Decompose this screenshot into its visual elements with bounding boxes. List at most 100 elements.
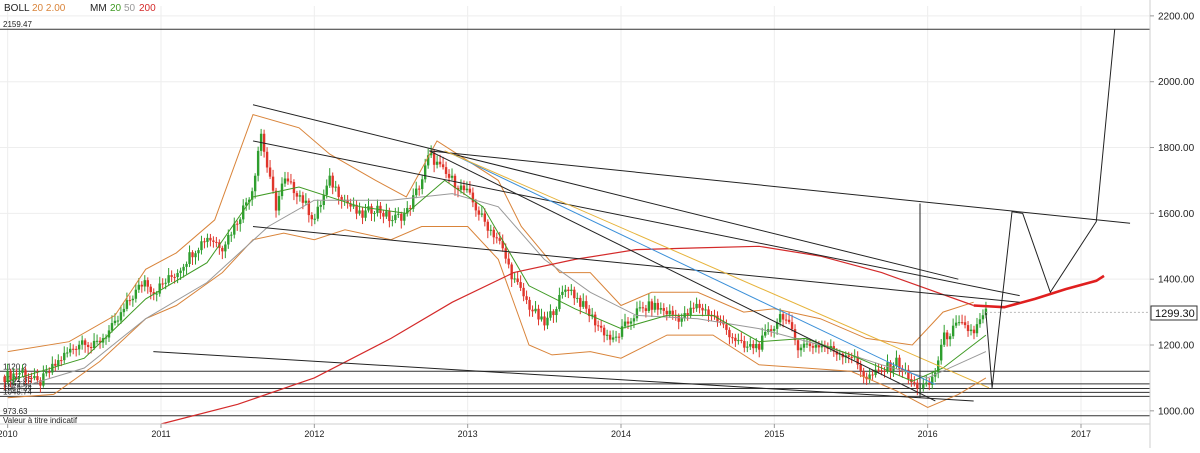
candle-down-body (662, 308, 665, 311)
candle-down-body (883, 370, 886, 372)
candle-down-body (468, 188, 472, 193)
candle-up-body (951, 325, 955, 337)
x-tick-label: 2010 (0, 429, 18, 439)
legend-ma-fast: 20 (110, 3, 122, 14)
horizontal-level-label: 1062.62 (3, 379, 32, 388)
candle-down-body (286, 178, 290, 182)
candle-up-body (304, 200, 308, 203)
candle-down-body (790, 322, 794, 330)
candle-up-body (182, 266, 185, 271)
candle-up-body (937, 360, 940, 373)
candle-down-body (361, 210, 364, 218)
candle-up-body (611, 337, 615, 340)
candle-up-body (325, 185, 328, 195)
candle-down-body (268, 167, 272, 177)
candle-down-body (608, 334, 612, 340)
candle-up-body (904, 369, 907, 372)
candle-up-body (450, 175, 454, 178)
candle-down-body (537, 308, 540, 320)
candle-down-body (30, 377, 33, 379)
candle-down-body (692, 307, 695, 309)
candle-down-body (656, 302, 660, 310)
candle-up-body (188, 252, 191, 264)
candle-up-body (680, 318, 683, 322)
candle-down-body (871, 374, 874, 376)
candle-up-body (373, 212, 376, 214)
candle-up-body (131, 298, 135, 301)
candle-up-body (459, 185, 463, 190)
candle-down-body (292, 182, 296, 194)
candle-down-body (796, 340, 800, 351)
candle-up-body (12, 373, 15, 380)
candle-up-body (778, 314, 782, 323)
candle-down-body (728, 329, 731, 338)
y-tick-label: 1800.00 (1158, 143, 1195, 154)
candle-down-body (265, 151, 269, 168)
candle-down-body (441, 164, 445, 168)
candle-down-body (808, 343, 812, 347)
candle-up-body (570, 289, 573, 292)
candle-up-body (635, 308, 639, 319)
bollinger-upper-band (7, 113, 974, 353)
candle-up-body (352, 204, 355, 207)
candle-up-body (200, 241, 203, 251)
legend-ma-label: MM (90, 3, 107, 14)
candle-down-body (331, 175, 334, 188)
candle-up-body (277, 196, 281, 211)
candle-down-body (346, 199, 349, 204)
candle-up-body (63, 352, 66, 361)
candle-up-body (143, 280, 146, 287)
candle-down-body (274, 190, 278, 211)
candle-down-body (191, 252, 194, 258)
candle-up-body (316, 206, 319, 219)
candle-down-body (492, 229, 495, 238)
candle-up-body (939, 344, 943, 361)
candle-up-body (247, 199, 251, 203)
horizontal-level-label: 1045.74 (3, 387, 32, 396)
candle-up-body (253, 175, 257, 192)
candle-up-body (805, 343, 809, 345)
candle-up-body (623, 321, 627, 327)
candle-down-body (593, 314, 597, 326)
candle-down-body (945, 332, 949, 340)
candle-up-body (555, 309, 558, 316)
candle-down-body (212, 240, 215, 242)
candle-up-body (969, 329, 973, 332)
candle-up-body (283, 178, 287, 184)
candle-down-body (89, 346, 93, 349)
candle-up-body (185, 263, 188, 267)
candle-down-body (495, 237, 498, 239)
trendline-layer (153, 29, 1150, 402)
candle-up-body (230, 234, 233, 236)
candle-up-body (561, 291, 564, 295)
candle-down-body (856, 356, 859, 365)
candle-down-body (784, 319, 788, 321)
candle-down-body (444, 167, 448, 174)
candle-up-body (564, 289, 567, 292)
candle-down-body (787, 319, 791, 323)
candle-up-body (233, 223, 236, 235)
candle-down-body (898, 357, 901, 369)
candle-up-body (298, 195, 302, 197)
candle-down-body (880, 370, 883, 372)
candle-down-body (301, 195, 305, 203)
candle-down-body (725, 324, 728, 330)
candle-up-body (975, 324, 979, 334)
candle-up-body (194, 253, 197, 258)
candle-up-body (45, 371, 48, 374)
candle-up-body (403, 213, 406, 221)
candle-up-body (242, 205, 245, 220)
candle-down-body (847, 355, 850, 357)
candle-down-body (599, 325, 603, 328)
candle-up-body (799, 347, 803, 351)
candle-up-body (868, 374, 871, 380)
candle-up-body (576, 297, 579, 299)
candle-down-body (289, 181, 293, 183)
candle-up-body (942, 332, 946, 345)
candle-up-body (764, 331, 767, 336)
candle-up-body (256, 150, 260, 176)
candle-down-body (626, 321, 630, 324)
candle-down-body (528, 299, 531, 310)
candle-down-body (221, 247, 224, 252)
